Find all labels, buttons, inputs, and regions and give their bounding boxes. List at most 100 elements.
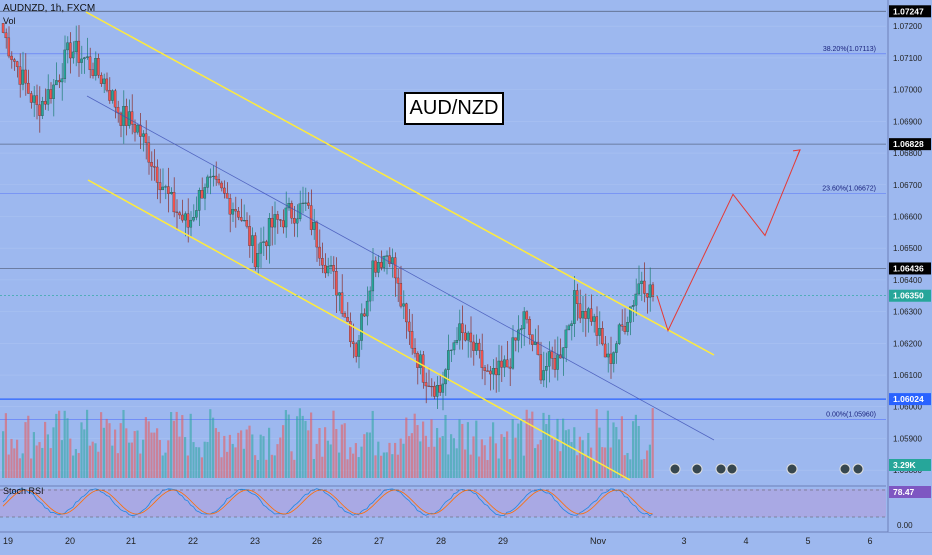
annotation-title[interactable]: AUD/NZD — [404, 92, 504, 125]
economic-event-icon[interactable] — [839, 463, 851, 475]
candle-body — [155, 166, 159, 183]
candle-body — [645, 293, 649, 298]
economic-event-icon[interactable] — [786, 463, 798, 475]
volume-bar — [242, 448, 245, 478]
candle-body — [525, 311, 529, 320]
volume-bar — [254, 455, 257, 478]
price-tick-label: 1.06000 — [893, 403, 922, 412]
economic-event-icon[interactable] — [669, 463, 681, 475]
candle-body — [363, 313, 366, 317]
volume-bar — [209, 409, 212, 478]
volume-bar — [122, 409, 125, 478]
volume-bar — [567, 429, 570, 478]
candle-body — [309, 205, 313, 230]
economic-event-icon[interactable] — [726, 463, 738, 475]
candle-body — [15, 61, 19, 67]
volume-bar — [105, 418, 108, 478]
candle-body — [256, 253, 260, 268]
volume-bar — [251, 434, 254, 478]
volume-bar — [248, 425, 251, 478]
volume-bar — [41, 447, 44, 478]
volume-label[interactable]: Vol — [3, 16, 16, 26]
volume-bar — [307, 430, 310, 478]
economic-event-icon[interactable] — [852, 463, 864, 475]
volume-bar — [550, 438, 553, 478]
volume-bar — [136, 430, 139, 478]
volume-bar — [520, 420, 523, 478]
candle-body — [640, 280, 643, 285]
economic-event-icon[interactable] — [691, 463, 703, 475]
candle-body — [570, 323, 573, 326]
candle-body — [158, 182, 162, 191]
candle-body — [113, 90, 117, 108]
volume-bar — [38, 442, 41, 478]
candle-body — [57, 80, 61, 83]
candle-body — [598, 328, 601, 336]
candle-body — [587, 308, 590, 319]
candle-body — [304, 202, 307, 204]
volume-bar — [128, 442, 131, 478]
volume-bar — [584, 455, 587, 478]
candle-body — [623, 326, 627, 332]
volume-bar — [382, 452, 385, 478]
volume-bar — [144, 417, 147, 478]
candle-body — [477, 342, 481, 351]
volume-bar — [310, 412, 313, 478]
volume-bar — [416, 425, 419, 478]
fib-level-label: 23.60%(1.06672) — [822, 186, 876, 193]
candle-body — [564, 329, 568, 348]
fib-level-label: 0.00%(1.05960) — [826, 411, 876, 418]
candle-body — [284, 207, 288, 228]
volume-bar — [646, 450, 649, 478]
price-tick-label: 1.06400 — [893, 276, 922, 285]
volume-bar — [147, 421, 150, 478]
candle-body — [508, 366, 512, 369]
candle-body — [293, 218, 296, 224]
price-marker — [889, 393, 931, 406]
candle-body — [539, 354, 543, 381]
candle-body — [281, 220, 285, 228]
volume-bar — [511, 419, 514, 478]
volume-bar — [27, 415, 30, 478]
volume-bar — [44, 421, 47, 478]
candle-body — [141, 133, 145, 137]
time-tick-label: 29 — [498, 536, 508, 546]
candle-body — [651, 284, 655, 297]
volume-bar — [564, 430, 567, 478]
candle-body — [175, 211, 179, 213]
volume-bar — [161, 455, 164, 478]
candle-body — [430, 385, 433, 388]
volume-bar — [220, 457, 223, 478]
volume-bar — [318, 427, 321, 478]
candle-body — [503, 359, 506, 368]
candle-body — [511, 337, 515, 369]
volume-bar — [72, 455, 75, 478]
candle-body — [321, 258, 324, 266]
volume-bar — [142, 439, 145, 478]
candle-body — [35, 95, 39, 105]
candle-body — [382, 255, 386, 268]
time-tick-label: 5 — [805, 536, 810, 546]
volume-bar — [265, 459, 268, 478]
volume-bar — [396, 454, 399, 478]
candle-body — [200, 190, 204, 199]
candle-body — [94, 58, 97, 76]
symbol-label[interactable]: AUDNZD, 1h, FXCM — [3, 3, 96, 14]
candle-body — [77, 40, 81, 63]
candle-body — [262, 241, 265, 243]
candle-body — [505, 359, 509, 368]
candle-body — [130, 111, 134, 125]
volume-bar — [58, 410, 61, 478]
volume-bar — [262, 436, 265, 478]
stoch-rsi-label[interactable]: Stoch RSI — [3, 486, 44, 496]
volume-bar — [237, 432, 240, 478]
volume-bar — [119, 423, 122, 478]
volume-bar — [422, 421, 425, 478]
volume-bar — [419, 441, 422, 478]
economic-event-icon[interactable] — [715, 463, 727, 475]
volume-bar — [114, 429, 117, 478]
volume-bar — [570, 442, 573, 478]
candle-body — [85, 56, 89, 58]
